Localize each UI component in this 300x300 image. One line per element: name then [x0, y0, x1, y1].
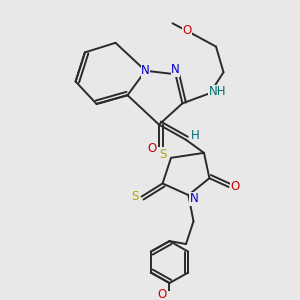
Text: S: S: [131, 190, 139, 203]
Text: O: O: [147, 142, 156, 155]
Text: H: H: [190, 129, 200, 142]
Text: N: N: [141, 64, 150, 77]
Text: O: O: [158, 288, 166, 300]
Text: S: S: [159, 148, 166, 161]
Text: O: O: [182, 24, 191, 38]
Text: O: O: [231, 180, 240, 194]
Text: NH: NH: [209, 85, 226, 98]
Text: N: N: [189, 192, 198, 205]
Text: N: N: [171, 63, 180, 76]
